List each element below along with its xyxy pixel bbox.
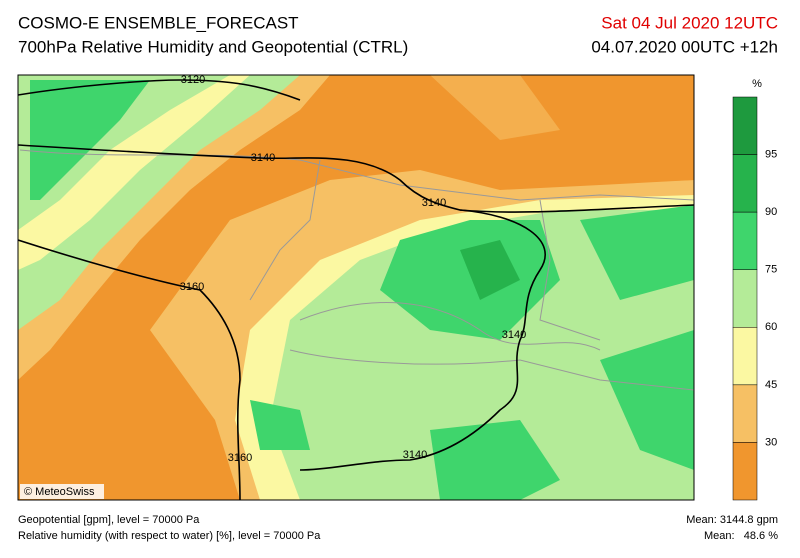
contour-label: 3140 (403, 449, 427, 461)
contour-label: 3120 (181, 74, 205, 86)
map: 3120 3140 3140 3160 3140 3160 3140 © MeteoSwis… (17, 74, 695, 501)
contour-label: 3160 (180, 281, 204, 293)
title: COSMO-E ENSEMBLE_FORECAST (18, 13, 299, 32)
contour-label: 3140 (502, 329, 526, 341)
colorbar-bin (732, 269, 758, 328)
colorbar-label: 60 (765, 321, 777, 333)
colorbar-label: 30 (765, 436, 777, 448)
colorbar-bin (732, 442, 758, 501)
colorbar-bin (732, 154, 758, 213)
colorbar-bin (732, 211, 758, 270)
colorbar-bin (732, 327, 758, 386)
valid-time: Sat 04 Jul 2020 12UTC (601, 13, 778, 32)
colorbar-bin (732, 384, 758, 443)
colorbar-label: 95 (765, 148, 777, 160)
colorbar: % 95 90 75 60 45 30 (732, 78, 777, 501)
colorbar-label: 90 (765, 206, 777, 218)
contour-label: 3140 (422, 197, 446, 209)
mean-stat: Mean: 3144.8 gpm (686, 514, 778, 526)
colorbar-bin (732, 96, 758, 155)
mean-stat: Mean: 48.6 % (704, 530, 778, 542)
colorbar-label: 45 (765, 379, 777, 391)
footer-line: Geopotential [gpm], level = 70000 Pa (18, 514, 200, 526)
contour-label: 3140 (251, 152, 275, 164)
colorbar-label: 75 (765, 264, 777, 276)
copyright: © MeteoSwiss (24, 486, 95, 498)
run-time: 04.07.2020 00UTC +12h (591, 37, 778, 56)
subtitle: 700hPa Relative Humidity and Geopotentia… (18, 37, 408, 56)
legend-unit: % (752, 78, 762, 90)
contour-label: 3160 (228, 452, 252, 464)
footer-line: Relative humidity (with respect to water… (18, 530, 321, 542)
